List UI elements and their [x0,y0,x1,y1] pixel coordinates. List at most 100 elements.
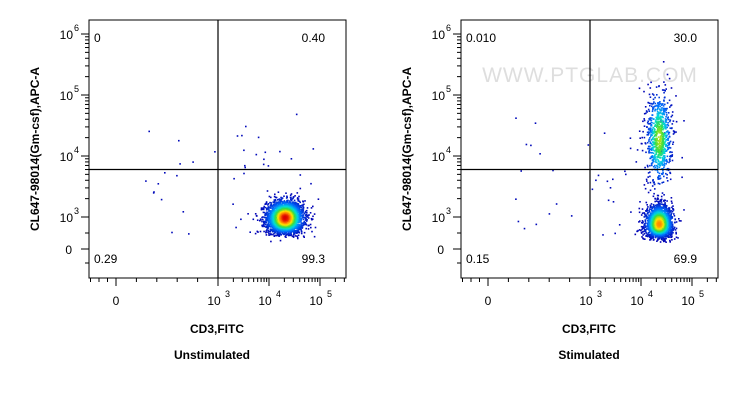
event-dot [669,156,672,158]
event-dot [662,160,664,163]
event-dot [656,117,659,120]
y-tick: 10 6 [60,23,79,42]
event-dot [664,111,666,113]
event-dot [657,112,660,114]
event-dot [659,121,662,123]
event-dot [652,108,654,111]
event-dot [274,234,276,237]
event-dot [296,204,299,206]
event-dot [285,192,287,194]
event-dot [660,109,662,112]
event-dot [678,218,680,220]
event-dot [650,238,652,240]
event-dot [647,101,649,104]
event-dot [300,223,302,226]
event-dot [672,227,674,230]
event-dot [661,152,663,155]
event-dot [665,241,667,243]
event-dot [668,208,670,210]
event-dot [157,183,160,185]
event-dot [663,81,665,83]
event-dot [646,126,648,128]
event-dot [292,210,294,212]
event-dot [664,140,667,142]
event-dot [302,215,304,217]
event-dot [270,196,272,199]
quadrant-bottom-left-value: 0.29 [94,252,118,266]
event-dot [643,119,646,122]
event-dot [297,222,299,224]
event-dot [292,231,295,233]
event-dot [671,154,674,156]
event-dot [668,142,671,144]
event-dot [292,196,295,198]
event-dot [286,233,288,235]
event-dot [657,176,660,179]
event-dot [279,150,281,153]
event-dot [301,209,304,211]
event-dot [641,228,643,231]
event-dot [296,223,299,226]
event-dot [650,215,653,217]
event-dot [272,224,274,226]
event-dot [659,205,661,207]
event-dot [289,200,291,202]
event-dot [624,170,626,173]
event-dot [664,124,666,127]
event-dot [658,183,661,185]
event-dot [654,198,657,200]
event-dot [666,73,669,76]
event-dot [649,137,651,139]
event-dot [647,120,649,122]
event-dot [663,206,665,208]
event-dot [279,206,281,209]
event-dot [300,225,303,227]
event-dot [664,90,666,92]
event-dot [640,225,643,228]
event-dot [669,217,672,220]
event-dot [171,231,173,234]
event-dot [662,108,664,111]
event-dot [652,180,654,182]
event-dots [515,61,685,243]
event-dot [274,199,277,202]
event-dot [661,151,663,154]
event-dot [260,219,262,221]
event-dot [651,117,653,119]
event-dot [257,136,260,139]
event-dot [658,234,661,236]
event-dot [649,219,651,221]
event-dot [659,241,662,243]
event-dot [266,229,268,231]
event-dot [653,183,656,185]
event-dot [657,127,659,130]
event-dot [671,123,674,125]
panel-subtitle: Unstimulated [174,348,250,362]
event-dot [662,123,665,126]
event-dot [649,117,651,119]
event-dot [670,210,672,212]
event-dot [653,192,655,195]
event-dot [664,238,666,240]
event-dot [292,235,295,237]
event-dot [296,215,299,218]
event-dot [284,216,286,219]
event-dot [659,102,662,105]
event-dot [651,156,654,159]
event-dot [649,208,651,210]
event-dot [671,159,674,162]
event-dot [644,230,647,233]
event-dot [653,155,655,158]
event-dot [663,175,665,178]
event-dot [681,176,683,179]
event-dot [640,229,642,232]
event-dot [654,138,656,141]
event-dot [587,144,590,146]
event-dot [663,127,665,130]
event-dot [665,158,668,161]
event-dot [273,213,275,216]
event-dot [654,158,656,161]
event-dot [286,226,288,229]
event-dot [653,149,655,152]
event-dot [283,195,285,197]
